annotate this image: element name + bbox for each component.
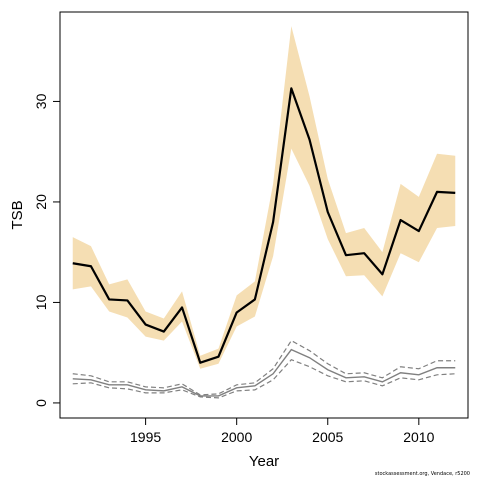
- x-tick-label: 1995: [130, 429, 161, 445]
- y-axis-title: TSB: [9, 200, 26, 229]
- confidence-band-layer: [72, 26, 456, 369]
- x-tick-label: 2010: [403, 429, 434, 445]
- y-tick-label: 10: [33, 294, 49, 310]
- secondary-estimate-line: [72, 348, 456, 397]
- y-tick-label: 20: [33, 194, 49, 210]
- plot-frame: [59, 11, 469, 419]
- y-axis: 0 10 20 30: [33, 93, 60, 407]
- x-tick-label: 2005: [312, 429, 343, 445]
- x-axis: 1995 2000 2005 2010: [130, 418, 435, 445]
- y-tick-label: 0: [33, 399, 49, 407]
- confidence-band: [72, 26, 456, 369]
- secondary-lines-layer: [72, 339, 456, 399]
- secondary-lower-line: [72, 359, 456, 399]
- source-credit: stockassessment.org, Vendace, r5200: [374, 471, 470, 477]
- secondary-upper-line: [72, 339, 456, 396]
- y-tick-label: 30: [33, 93, 49, 109]
- x-axis-title: Year: [249, 453, 279, 470]
- estimate-line: [72, 87, 456, 364]
- x-tick-label: 2000: [221, 429, 252, 445]
- estimate-line-layer: [72, 87, 456, 364]
